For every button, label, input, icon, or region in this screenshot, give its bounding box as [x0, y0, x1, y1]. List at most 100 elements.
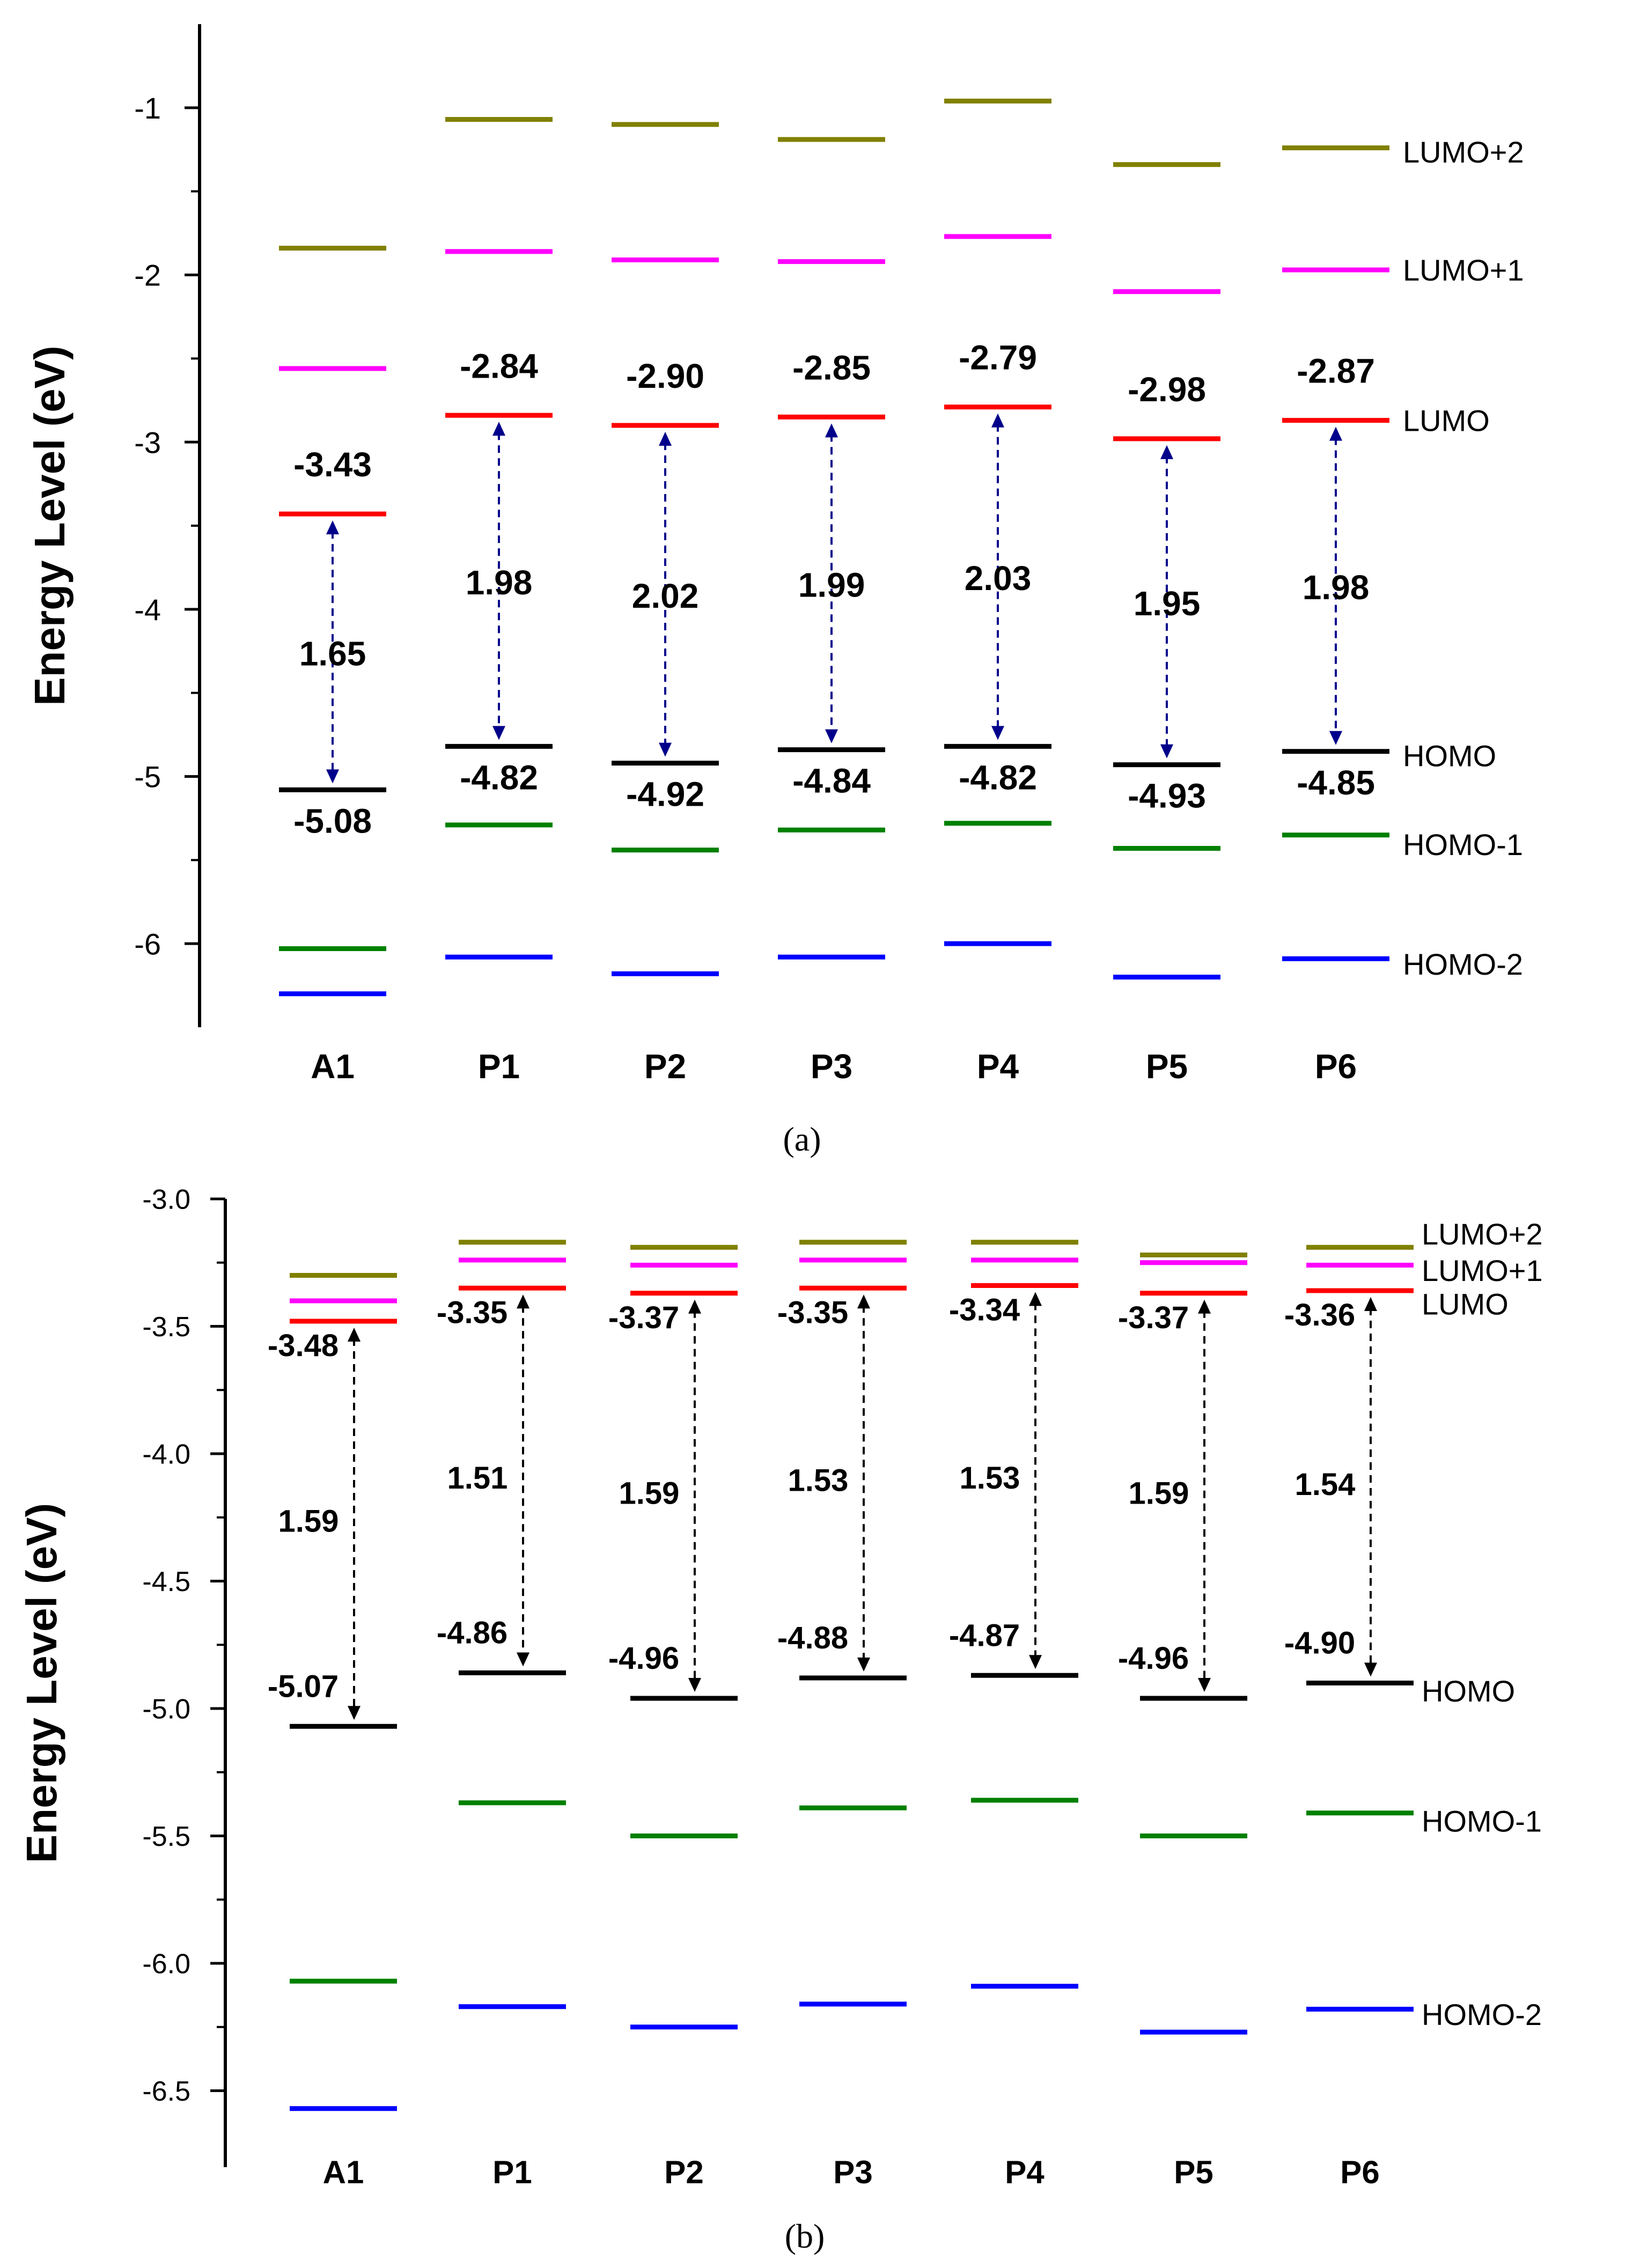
lumo-value-label: -2.85	[792, 348, 871, 387]
lumo-value-label: -3.43	[293, 445, 372, 484]
gap-value-label: 1.53	[788, 1463, 849, 1498]
series-label-homo-1: HOMO-1	[1403, 828, 1523, 861]
category-label-a1: A1	[323, 2154, 364, 2190]
gap-arrow-head-down	[1364, 1662, 1377, 1677]
homo-value-label: -4.84	[792, 762, 871, 800]
category-label-p3: P3	[811, 1047, 852, 1086]
lumo-value-label: -3.35	[777, 1295, 848, 1330]
lumo-value-label: -3.37	[1118, 1300, 1189, 1335]
lumo-value-label: -3.48	[268, 1328, 339, 1363]
gap-arrow-head-up	[857, 1294, 870, 1309]
homo-value-label: -4.93	[1128, 777, 1206, 815]
gap-arrow-head-down	[492, 726, 505, 740]
series-label-homo-2: HOMO-2	[1403, 947, 1523, 981]
gap-arrow-head-up	[1029, 1292, 1042, 1306]
series-label-homo-2: HOMO-2	[1422, 1998, 1542, 2031]
y-tick-label: -6.0	[142, 1949, 190, 1980]
homo-value-label: -4.90	[1284, 1626, 1355, 1661]
y-tick-label: -3	[134, 425, 161, 459]
lumo-value-label: -3.34	[949, 1293, 1020, 1328]
gap-arrow-head-down	[1198, 1678, 1211, 1692]
homo-value-label: -5.08	[293, 801, 372, 840]
category-label-p6: P6	[1315, 1047, 1357, 1086]
y-tick-label: -1	[134, 91, 161, 125]
gap-arrow-head-up	[688, 1299, 701, 1314]
category-label-p5: P5	[1174, 2154, 1213, 2190]
gap-arrow-head-up	[1329, 426, 1342, 441]
gap-arrow-head-up	[659, 432, 672, 446]
y-axis-title: Energy Level (eV)	[18, 1503, 65, 1863]
gap-arrow-head-down	[825, 729, 838, 743]
gap-value-label: 1.59	[1129, 1476, 1189, 1511]
gap-arrow-head-down	[688, 1678, 701, 1692]
gap-arrow-head-up	[1364, 1297, 1377, 1311]
series-label-lumo: LUMO	[1403, 403, 1490, 437]
series-label-lumoplus1: LUMO+1	[1403, 253, 1524, 287]
gap-arrow-head-down	[659, 742, 672, 757]
homo-value-label: -4.82	[460, 758, 538, 797]
gap-value-label: 1.99	[798, 566, 865, 605]
gap-arrow-head-up	[1198, 1299, 1211, 1314]
y-tick-label: -2	[134, 259, 161, 292]
gap-arrow-head-up	[326, 520, 339, 535]
series-label-lumoplus2: LUMO+2	[1422, 1217, 1543, 1251]
lumo-value-label: -2.84	[460, 347, 538, 385]
category-label-p2: P2	[664, 2154, 703, 2190]
series-label-lumoplus2: LUMO+2	[1403, 135, 1524, 169]
homo-value-label: -4.88	[777, 1621, 848, 1655]
panel-b-caption: (b)	[785, 2217, 825, 2255]
gap-arrow-head-down	[991, 726, 1004, 740]
category-label-p2: P2	[644, 1047, 686, 1086]
series-label-homo-1: HOMO-1	[1422, 1804, 1542, 1838]
homo-value-label: -4.96	[1118, 1641, 1189, 1676]
y-tick-label: -5.0	[142, 1694, 190, 1725]
category-label-p4: P4	[977, 1047, 1019, 1086]
y-tick-label: -3.5	[142, 1312, 190, 1343]
category-label-p1: P1	[478, 1047, 520, 1086]
homo-value-label: -4.82	[959, 758, 1037, 797]
panel-a-chart: -1 -2 -3 -4 -5 -6 Energy Level (eV) A1 P1 P2 P3 P4 P…	[26, 24, 1524, 1086]
y-tick-label: -4	[134, 593, 161, 627]
gap-arrow-head-up	[825, 423, 838, 438]
y-tick-label: -3.0	[142, 1184, 190, 1216]
y-tick-label: -5	[134, 760, 161, 794]
y-tick-label: -6.5	[142, 2076, 190, 2107]
category-label-p1: P1	[492, 2154, 532, 2190]
lumo-value-label: -3.36	[1284, 1298, 1355, 1332]
gap-value-label: 1.51	[447, 1461, 508, 1496]
gap-value-label: 1.95	[1134, 584, 1201, 623]
gap-value-label: 1.98	[1303, 568, 1370, 607]
gap-arrow-head-down	[348, 1706, 361, 1720]
lumo-value-label: -2.90	[626, 357, 704, 395]
category-label-p3: P3	[833, 2154, 872, 2190]
gap-arrow-head-up	[517, 1294, 529, 1309]
gap-value-label: 1.59	[278, 1504, 339, 1539]
gap-value-label: 1.59	[619, 1476, 680, 1511]
gap-value-label: 2.02	[632, 577, 699, 615]
y-tick-label: -4.5	[142, 1566, 190, 1597]
y-axis-title: Energy Level (eV)	[26, 345, 73, 705]
series-label-lumoplus1: LUMO+1	[1422, 1254, 1543, 1287]
lumo-value-label: -3.35	[437, 1295, 507, 1330]
lumo-value-label: -3.37	[608, 1300, 679, 1335]
series-label-lumo: LUMO	[1422, 1287, 1509, 1321]
panel-b-chart: -3.0 -3.5 -4.0 -4.5 -5.0 -5.5 -6.0 -6.5 Energy L…	[18, 1184, 1543, 2190]
gap-value-label: 1.65	[299, 634, 366, 673]
homo-value-label: -4.96	[608, 1641, 679, 1676]
gap-arrow-head-down	[517, 1652, 529, 1667]
homo-value-label: -4.87	[949, 1618, 1020, 1653]
gap-arrow-head-up	[1160, 445, 1173, 459]
category-label-p5: P5	[1146, 1047, 1188, 1086]
homo-value-label: -5.07	[268, 1669, 339, 1704]
series-label-homo: HOMO	[1403, 739, 1496, 772]
homo-value-label: -4.85	[1297, 763, 1375, 802]
gap-arrow-head-up	[348, 1328, 361, 1342]
gap-arrow-head-down	[1160, 744, 1173, 759]
category-label-a1: A1	[311, 1047, 355, 1086]
category-label-p4: P4	[1005, 2154, 1044, 2190]
lumo-value-label: -2.98	[1128, 370, 1206, 409]
y-tick-label: -4.0	[142, 1439, 190, 1470]
gap-arrow-head-down	[857, 1658, 870, 1671]
gap-value-label: 1.53	[960, 1461, 1020, 1496]
